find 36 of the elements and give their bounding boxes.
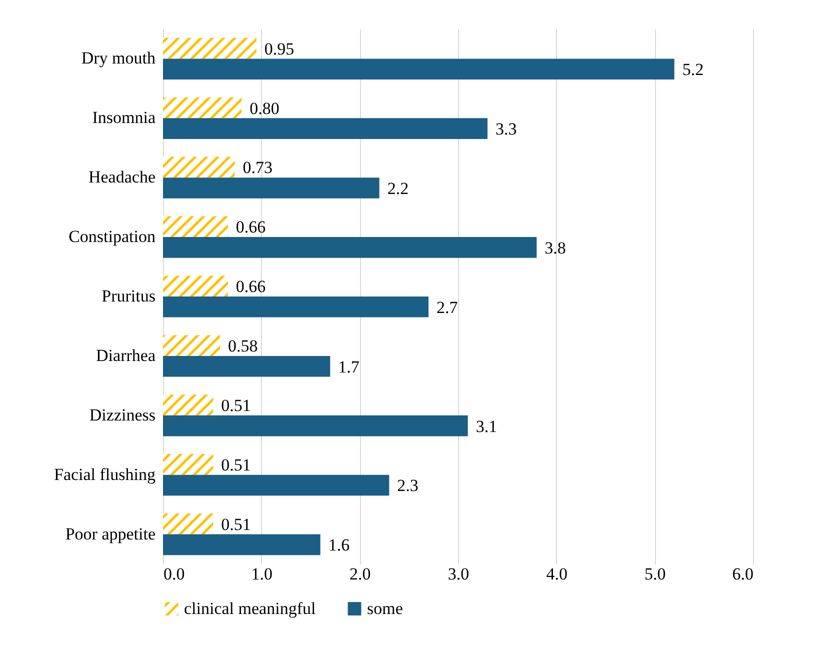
- data-label: 0.58: [228, 336, 258, 356]
- data-label: 3.8: [544, 238, 566, 258]
- data-label: 0.80: [250, 98, 280, 118]
- y-tick-label: Facial flushing: [54, 464, 156, 484]
- data-label: 0.51: [221, 514, 251, 534]
- x-tick-label: 5.0: [644, 564, 666, 584]
- x-tick-label: 4.0: [546, 564, 568, 584]
- y-tick-label: Poor appetite: [65, 524, 156, 544]
- y-tick-label: Insomnia: [92, 108, 156, 128]
- y-tick-label: Pruritus: [102, 286, 156, 306]
- data-label: 0.51: [221, 396, 251, 415]
- data-label: 0.95: [264, 39, 294, 58]
- y-tick-label: Headache: [88, 168, 156, 187]
- data-label: 2.2: [387, 179, 409, 198]
- data-label: 0.66: [236, 277, 266, 296]
- x-tick-label: 0.0: [164, 564, 185, 584]
- data-label: 3.1: [476, 416, 498, 436]
- x-tick-label: 1.0: [251, 564, 272, 584]
- data-label: 0.66: [236, 218, 266, 237]
- x-tick-label: 6.0: [732, 564, 754, 584]
- data-label: 5.2: [682, 60, 704, 80]
- legend-label: clinical meaningful: [184, 598, 316, 618]
- legend-label: some: [367, 598, 403, 618]
- data-label: 3.3: [496, 120, 517, 139]
- x-tick-label: 2.0: [350, 564, 371, 584]
- y-tick-label: Dry mouth: [81, 48, 156, 68]
- data-label: 1.7: [338, 357, 360, 376]
- data-label: 1.6: [328, 536, 350, 555]
- data-label: 2.3: [397, 476, 418, 496]
- data-label: 2.7: [436, 298, 458, 317]
- data-label: 0.51: [221, 455, 251, 474]
- y-tick-label: Dizziness: [89, 405, 156, 424]
- y-tick-label: Diarrhea: [96, 346, 156, 365]
- x-tick-label: 3.0: [448, 564, 470, 584]
- y-tick-label: Constipation: [68, 227, 156, 246]
- data-label: 0.73: [242, 158, 273, 178]
